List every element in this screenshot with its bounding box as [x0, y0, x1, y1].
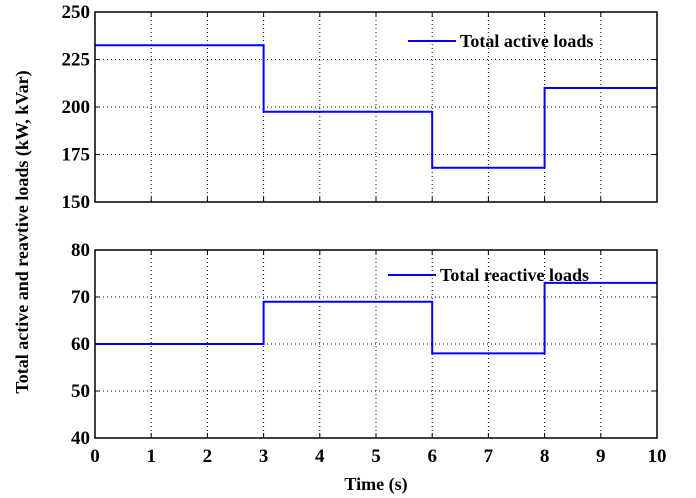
reactive-loads-subplot: 40 50 60 70 80 0 1 2 3 4 5 6 7 8 9 10 Total reactive loa…: [71, 240, 667, 467]
x-tick-label: 6: [427, 446, 437, 467]
y-tick-label: 40: [71, 428, 90, 449]
x-tick-label: 4: [315, 446, 325, 467]
series-line: [95, 281, 657, 355]
legend-label: Total active loads: [460, 31, 593, 51]
x-tick-label: 7: [484, 446, 494, 467]
x-axis-label: Time (s): [344, 474, 407, 495]
x-tick-label: 8: [540, 446, 550, 467]
y-tick-label: 225: [62, 50, 91, 71]
y-axis-label: Total active and reavtive loads (kW, kVa…: [12, 70, 33, 393]
axes-frame: [94, 11, 658, 203]
y-tick-label: 175: [62, 145, 91, 166]
y-tick-label: 50: [71, 381, 90, 402]
series-line: [95, 44, 657, 169]
x-tick-label: 5: [371, 446, 381, 467]
x-tick-label: 3: [259, 446, 269, 467]
x-tick-label: 0: [90, 446, 100, 467]
y-tick-label: 80: [71, 240, 90, 261]
y-tick-label: 200: [62, 97, 91, 118]
active-loads-subplot: 150 175 200 225 250 Total active loads: [62, 2, 658, 213]
x-tick-label: 2: [203, 446, 213, 467]
x-tick-label: 10: [648, 446, 667, 467]
axes-frame: [94, 249, 658, 439]
x-tick-label: 9: [596, 446, 606, 467]
y-tick-label: 60: [71, 334, 90, 355]
legend-label: Total reactive loads: [440, 265, 589, 285]
y-tick-label: 150: [62, 192, 91, 213]
x-tick-label: 1: [146, 446, 156, 467]
y-tick-label: 250: [62, 2, 91, 23]
y-tick-label: 70: [71, 287, 90, 308]
